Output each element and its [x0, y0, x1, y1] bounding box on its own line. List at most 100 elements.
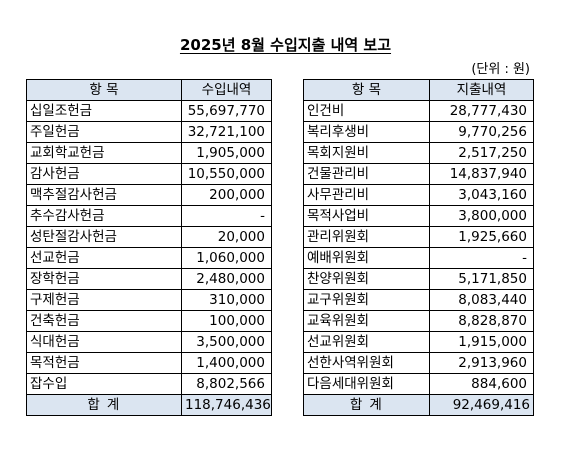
income-row: 성탄절감사헌금 20,000: [26, 226, 272, 248]
income-item-amount: 20,000: [181, 226, 272, 248]
income-row: 건축헌금 100,000: [26, 310, 272, 332]
expense-item-name: 목적사업비: [303, 205, 430, 227]
income-item-name: 장학헌금: [26, 268, 182, 290]
expense-item-amount: 14,837,940: [429, 163, 534, 185]
income-item-name: 추수감사헌금: [26, 205, 182, 227]
income-row: 십일조헌금 55,697,770: [26, 100, 272, 122]
expense-item-name: 교구위원회: [303, 289, 430, 311]
income-rows: 십일조헌금 55,697,770 주일헌금 32,721,100 교회학교헌금 1,905…: [26, 100, 272, 395]
expense-row: 교구위원회 8,083,440: [303, 289, 534, 311]
expense-header-item: 항 목: [303, 79, 430, 101]
expense-item-name: 예배위원회: [303, 247, 430, 269]
income-row: 장학헌금 2,480,000: [26, 268, 272, 290]
income-table: 항 목 수입내역 십일조헌금 55,697,770 주일헌금 32,721,100 교회…: [26, 79, 272, 416]
income-item-amount: 8,802,566: [181, 373, 272, 395]
expense-item-name: 목회지원비: [303, 142, 430, 164]
income-item-amount: 2,480,000: [181, 268, 272, 290]
income-row: 추수감사헌금 -: [26, 205, 272, 227]
expense-item-name: 사무관리비: [303, 184, 430, 206]
expense-row: 관리위원회 1,925,660: [303, 226, 534, 248]
expense-table: 항 목 지출내역 인건비 28,777,430 복리후생비 9,770,256 목회지원…: [303, 79, 534, 416]
expense-item-amount: 8,083,440: [429, 289, 534, 311]
expense-rows: 인건비 28,777,430 복리후생비 9,770,256 목회지원비 2,517,25…: [303, 100, 534, 395]
income-item-name: 구제헌금: [26, 289, 182, 311]
income-header-row: 항 목 수입내역: [26, 79, 272, 101]
income-total-amount: 118,746,436: [181, 394, 272, 416]
expense-row: 인건비 28,777,430: [303, 100, 534, 122]
income-item-name: 목적헌금: [26, 352, 182, 374]
income-header-amount: 수입내역: [181, 79, 272, 101]
expense-item-name: 인건비: [303, 100, 430, 122]
expense-item-amount: 2,517,250: [429, 142, 534, 164]
expense-item-amount: 1,915,000: [429, 331, 534, 353]
expense-item-name: 선한사역위원회: [303, 352, 430, 374]
income-row: 교회학교헌금 1,905,000: [26, 142, 272, 164]
income-item-name: 성탄절감사헌금: [26, 226, 182, 248]
expense-row: 선한사역위원회 2,913,960: [303, 352, 534, 374]
income-item-amount: 32,721,100: [181, 121, 272, 143]
income-item-name: 교회학교헌금: [26, 142, 182, 164]
expense-total-amount: 92,469,416: [429, 394, 534, 416]
expense-item-amount: 5,171,850: [429, 268, 534, 290]
income-row: 목적헌금 1,400,000: [26, 352, 272, 374]
expense-row: 사무관리비 3,043,160: [303, 184, 534, 206]
income-item-name: 감사헌금: [26, 163, 182, 185]
report-title-text: 2025년 8월 수입지출 내역 보고: [179, 36, 392, 54]
expense-row: 교육위원회 8,828,870: [303, 310, 534, 332]
income-item-name: 식대헌금: [26, 331, 182, 353]
income-item-name: 맥추절감사헌금: [26, 184, 182, 206]
income-item-amount: 100,000: [181, 310, 272, 332]
income-item-amount: 3,500,000: [181, 331, 272, 353]
expense-item-amount: 9,770,256: [429, 121, 534, 143]
income-total-label: 합 계: [26, 394, 182, 416]
income-row: 잡수입 8,802,566: [26, 373, 272, 395]
income-row: 맥추절감사헌금 200,000: [26, 184, 272, 206]
income-item-amount: 1,060,000: [181, 247, 272, 269]
expense-item-amount: 884,600: [429, 373, 534, 395]
expense-row: 복리후생비 9,770,256: [303, 121, 534, 143]
income-item-amount: 10,550,000: [181, 163, 272, 185]
income-item-amount: 55,697,770: [181, 100, 272, 122]
income-row: 감사헌금 10,550,000: [26, 163, 272, 185]
expense-item-amount: 3,043,160: [429, 184, 534, 206]
expense-item-name: 복리후생비: [303, 121, 430, 143]
expense-item-amount: -: [429, 247, 534, 269]
income-item-name: 선교헌금: [26, 247, 182, 269]
income-total-row: 합 계 118,746,436: [26, 394, 272, 416]
expense-item-amount: 2,913,960: [429, 352, 534, 374]
expense-header-row: 항 목 지출내역: [303, 79, 534, 101]
expense-item-name: 교육위원회: [303, 310, 430, 332]
expense-item-name: 찬양위원회: [303, 268, 430, 290]
report-title: 2025년 8월 수입지출 내역 보고: [0, 36, 571, 54]
expense-item-amount: 1,925,660: [429, 226, 534, 248]
income-row: 선교헌금 1,060,000: [26, 247, 272, 269]
income-item-name: 십일조헌금: [26, 100, 182, 122]
expense-row: 목적사업비 3,800,000: [303, 205, 534, 227]
income-item-amount: 200,000: [181, 184, 272, 206]
income-item-name: 건축헌금: [26, 310, 182, 332]
expense-item-name: 다음세대위원회: [303, 373, 430, 395]
income-item-amount: -: [181, 205, 272, 227]
income-item-name: 잡수입: [26, 373, 182, 395]
expense-total-row: 합 계 92,469,416: [303, 394, 534, 416]
expense-row: 선교위원회 1,915,000: [303, 331, 534, 353]
expense-row: 건물관리비 14,837,940: [303, 163, 534, 185]
expense-row: 찬양위원회 5,171,850: [303, 268, 534, 290]
unit-note: (단위 : 원): [471, 62, 530, 77]
income-row: 구제헌금 310,000: [26, 289, 272, 311]
expense-item-amount: 3,800,000: [429, 205, 534, 227]
income-item-amount: 1,400,000: [181, 352, 272, 374]
income-header-item: 항 목: [26, 79, 182, 101]
expense-row: 목회지원비 2,517,250: [303, 142, 534, 164]
expense-item-amount: 8,828,870: [429, 310, 534, 332]
expense-item-name: 선교위원회: [303, 331, 430, 353]
expense-total-label: 합 계: [303, 394, 430, 416]
expense-item-amount: 28,777,430: [429, 100, 534, 122]
income-item-name: 주일헌금: [26, 121, 182, 143]
income-item-amount: 310,000: [181, 289, 272, 311]
income-item-amount: 1,905,000: [181, 142, 272, 164]
expense-row: 예배위원회 -: [303, 247, 534, 269]
income-row: 식대헌금 3,500,000: [26, 331, 272, 353]
expense-item-name: 건물관리비: [303, 163, 430, 185]
expense-header-amount: 지출내역: [429, 79, 534, 101]
